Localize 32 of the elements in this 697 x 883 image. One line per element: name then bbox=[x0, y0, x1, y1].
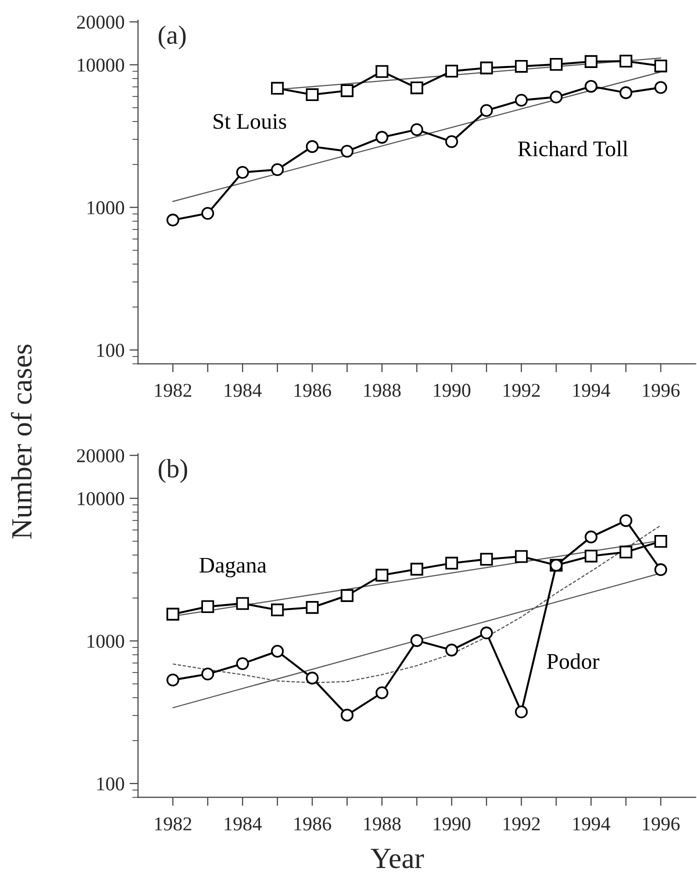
series-label: St Louis bbox=[214, 114, 286, 129]
x-tick-label: 1990 bbox=[434, 817, 470, 830]
x-tick-label: 1984 bbox=[224, 384, 262, 397]
chart-title: (b) bbox=[158, 459, 188, 483]
y-tick-label: 100 bbox=[97, 777, 124, 790]
series-label: Richard Toll bbox=[518, 140, 628, 156]
y-tick-label: 10000 bbox=[78, 492, 124, 506]
x-tick-label: 1984 bbox=[224, 817, 262, 830]
x-tick-label: 1990 bbox=[434, 384, 470, 397]
y-tick-label: 1000 bbox=[88, 634, 124, 648]
x-axis-title: Year bbox=[370, 848, 424, 868]
x-tick-label: 1986 bbox=[294, 384, 332, 397]
x-tick-label: 1982 bbox=[155, 817, 192, 830]
chart-title: (a) bbox=[158, 25, 186, 50]
x-tick-label: 1994 bbox=[573, 817, 610, 830]
y-tick-label: 1000 bbox=[88, 201, 124, 214]
x-tick-label: 1986 bbox=[294, 817, 332, 830]
y-tick-label: 10000 bbox=[78, 58, 124, 72]
x-tick-label: 1992 bbox=[504, 817, 540, 830]
series-label: Podor bbox=[547, 653, 600, 669]
x-tick-label: 1994 bbox=[573, 384, 610, 397]
x-tick-label: 1988 bbox=[364, 817, 401, 830]
x-tick-label: 1992 bbox=[504, 384, 540, 397]
y-tick-label: 20000 bbox=[77, 16, 124, 29]
series-label: Dagana bbox=[200, 558, 266, 578]
x-tick-label: 1996 bbox=[643, 384, 680, 397]
y-tick-label: 100 bbox=[97, 344, 124, 357]
x-tick-label: 1982 bbox=[155, 384, 192, 397]
x-tick-label: 1996 bbox=[643, 817, 680, 830]
x-tick-label: 1988 bbox=[364, 384, 401, 397]
y-tick-label: 20000 bbox=[77, 449, 124, 462]
y-axis-title: Number of cases bbox=[10, 344, 32, 539]
